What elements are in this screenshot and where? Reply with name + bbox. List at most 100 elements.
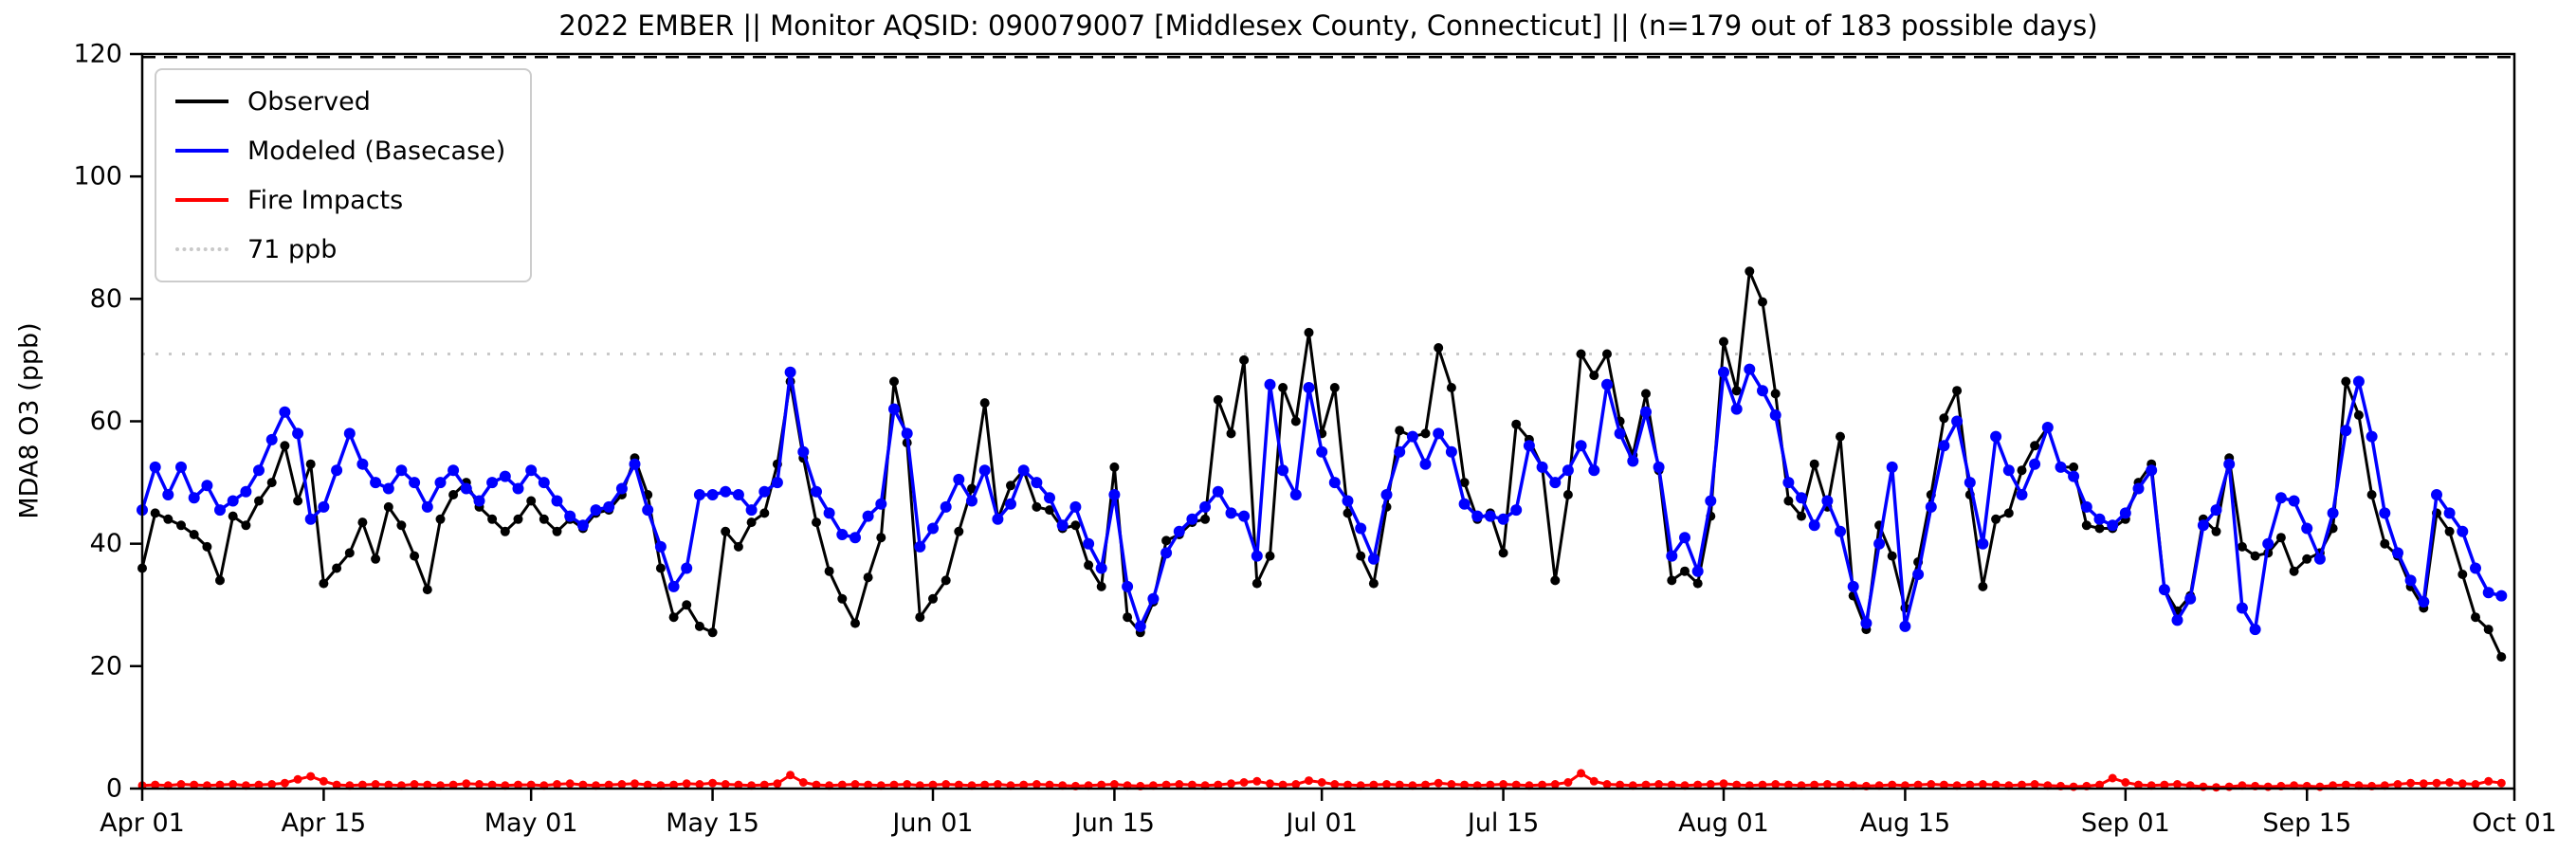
x-tick-label: Jun 01 [890, 808, 973, 838]
modeled-point [888, 403, 900, 415]
modeled-point [2482, 587, 2494, 599]
fire-impacts-point [2445, 778, 2455, 787]
modeled-point [1186, 513, 1198, 525]
observed-point [383, 501, 393, 512]
observed-point [1562, 490, 1573, 499]
observed-point [733, 541, 743, 552]
modeled-point [2119, 507, 2131, 519]
observed-point [1602, 349, 1612, 359]
modeled-point [1627, 455, 1639, 467]
modeled-point [240, 485, 252, 498]
observed-point [2094, 523, 2105, 534]
observed-point [526, 496, 537, 506]
fire-impacts-point [1913, 780, 1923, 789]
fire-impacts-point [2393, 780, 2402, 789]
fire-impacts-point [1822, 780, 1832, 789]
modeled-point [2301, 522, 2313, 535]
modeled-point [175, 461, 187, 473]
fire-impacts-point [1616, 780, 1625, 789]
fire-impacts-point [630, 779, 639, 789]
modeled-point [460, 482, 472, 495]
fire-impacts-point [1252, 776, 1262, 786]
modeled-point [953, 473, 965, 485]
observed-point [2250, 551, 2260, 561]
observed-point [1213, 394, 1223, 405]
observed-point [1226, 428, 1236, 439]
x-tick-label: Sep 01 [2081, 808, 2170, 838]
modeled-point [603, 500, 615, 513]
observed-point [1731, 386, 1742, 396]
fire-impacts-point [669, 780, 679, 789]
modeled-point [1134, 620, 1146, 632]
observed-point [254, 496, 264, 506]
modeled-point [1264, 378, 1276, 390]
fire-impacts-point [1330, 780, 1340, 789]
fire-impacts-point [176, 780, 186, 789]
fire-impacts-point [293, 774, 302, 784]
observed-point [176, 520, 186, 531]
observed-point [812, 517, 821, 528]
y-tick-label: 80 [90, 284, 122, 314]
fire-impacts-point [371, 780, 380, 789]
observed-point [410, 551, 420, 561]
y-tick-label: 40 [90, 529, 122, 558]
fire-impacts-point [254, 780, 264, 789]
modeled-point [2080, 500, 2092, 513]
modeled-point [1938, 440, 1950, 452]
modeled-point [2404, 574, 2417, 587]
modeled-point [2249, 624, 2261, 636]
modeled-point [1744, 363, 1756, 375]
observed-point [189, 530, 199, 539]
modeled-point [1471, 510, 1484, 522]
modeled-point [1122, 580, 1134, 592]
observed-point [1978, 581, 1988, 591]
fire-impacts-point [2030, 780, 2039, 789]
fire-impacts-point [1783, 780, 1793, 789]
fire-impacts-point [448, 780, 458, 789]
fire-impacts-point [1278, 780, 1288, 789]
fire-impacts-point [1460, 780, 1470, 789]
modeled-point [1173, 525, 1185, 537]
modeled-point [2068, 470, 2080, 482]
fire-impacts-point [1434, 778, 1443, 788]
fire-impacts-point [1888, 780, 1897, 789]
modeled-point [1860, 617, 1873, 629]
modeled-point [2470, 562, 2481, 574]
fire-impacts-point [462, 779, 471, 789]
observed-point [2017, 465, 2027, 476]
observed-point [2081, 520, 2092, 531]
modeled-point [875, 498, 887, 510]
modeled-point [1705, 495, 1717, 507]
modeled-point [292, 427, 304, 440]
legend-item-observed: Observed [175, 83, 505, 119]
fire-impacts-point [773, 779, 782, 789]
observed-point [1758, 297, 1767, 307]
fire-impacts-point [1045, 780, 1054, 789]
modeled-point [1160, 547, 1173, 559]
observed-point [1680, 566, 1690, 576]
fire-impacts-point [1291, 780, 1301, 789]
chart-title: 2022 EMBER || Monitor AQSID: 090079007 [… [558, 9, 2098, 42]
fire-impacts-point [941, 780, 951, 789]
x-tick-label: Oct 01 [2472, 808, 2557, 838]
modeled-point [2132, 482, 2145, 495]
fire-impacts-point [2496, 778, 2506, 788]
fire-impacts-point [267, 780, 277, 789]
modeled-point [978, 464, 991, 477]
fire-impacts-point [864, 780, 873, 789]
modeled-point [1017, 464, 1030, 477]
observed-point [1395, 426, 1405, 436]
modeled-point [525, 464, 538, 477]
legend-item-fire-impacts: Fire Impacts [175, 182, 505, 218]
fire-impacts-point [1395, 780, 1404, 789]
modeled-point [253, 464, 265, 477]
observed-point [422, 585, 432, 595]
observed-point [668, 612, 679, 623]
modeled-point [1355, 522, 1367, 535]
observed-point [319, 578, 329, 589]
modeled-point [1562, 464, 1574, 477]
fire-impacts-point [1382, 780, 1391, 789]
observed-point [266, 478, 277, 488]
fire-impacts-point [280, 778, 289, 788]
modeled-point [720, 485, 732, 498]
